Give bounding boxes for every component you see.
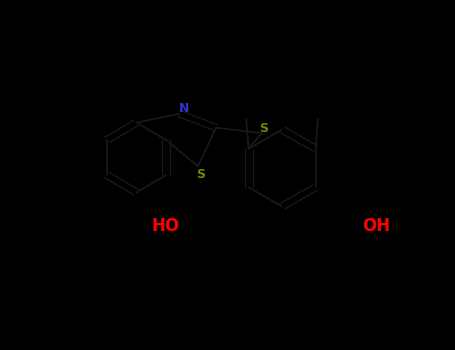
Text: OH: OH	[362, 217, 390, 235]
Text: S: S	[259, 122, 268, 135]
Text: S: S	[196, 168, 205, 182]
Text: HO: HO	[152, 217, 180, 235]
Text: N: N	[179, 102, 189, 115]
